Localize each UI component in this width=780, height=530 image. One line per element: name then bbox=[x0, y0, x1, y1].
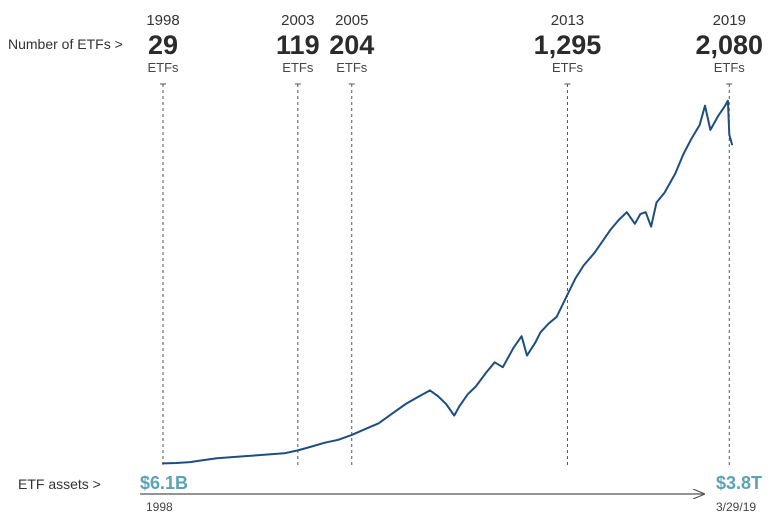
milestone-year: 2005 bbox=[335, 12, 368, 29]
assets-end-value: $3.8T bbox=[716, 473, 762, 493]
milestone-count: 2,080 bbox=[695, 30, 763, 60]
etf-count-row-label: Number of ETFs > bbox=[8, 36, 123, 52]
assets-end-date: 3/29/19 bbox=[716, 500, 756, 514]
milestone-year: 2013 bbox=[551, 12, 584, 29]
milestone-unit: ETFs bbox=[714, 60, 746, 75]
milestone-unit: ETFs bbox=[282, 60, 314, 75]
milestone-count: 119 bbox=[276, 30, 320, 60]
milestone-year: 1998 bbox=[146, 12, 179, 29]
milestone-unit: ETFs bbox=[552, 60, 584, 75]
milestone-count: 1,295 bbox=[534, 30, 602, 60]
etf-assets-row-label: ETF assets > bbox=[18, 476, 101, 492]
milestone-year: 2019 bbox=[713, 12, 746, 29]
assets-start-value: $6.1B bbox=[140, 473, 188, 493]
milestone-year: 2003 bbox=[281, 12, 314, 29]
milestones: 199829ETFs2003119ETFs2005204ETFs20131,29… bbox=[146, 12, 763, 466]
milestone-count: 29 bbox=[148, 30, 178, 60]
milestone-unit: ETFs bbox=[336, 60, 368, 75]
assets-start-date: 1998 bbox=[146, 500, 173, 514]
milestone-count: 204 bbox=[329, 30, 374, 60]
etf-assets-line bbox=[162, 99, 733, 465]
milestone-unit: ETFs bbox=[147, 60, 179, 75]
